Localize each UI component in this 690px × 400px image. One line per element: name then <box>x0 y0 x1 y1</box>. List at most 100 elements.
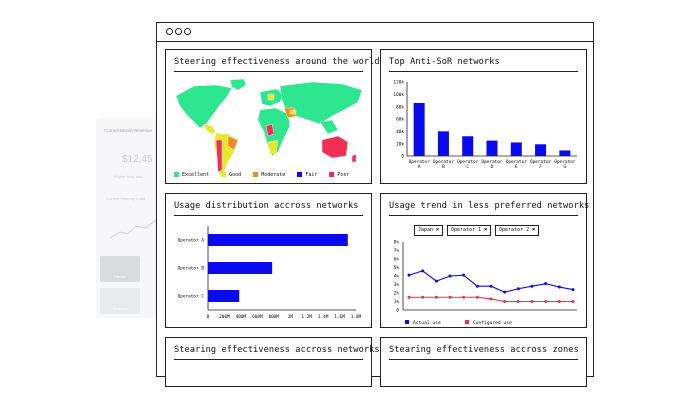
world-map <box>175 78 363 177</box>
y-tick-label: 2% <box>394 291 400 297</box>
map-region-africa-central <box>265 123 275 137</box>
map-region-north-america <box>175 84 233 129</box>
series-point <box>475 295 479 299</box>
window-control-circle-icon[interactable] <box>175 28 182 35</box>
y-tick-label: Operator A <box>178 238 205 244</box>
y-tick-label: 4% <box>394 274 400 280</box>
series-point <box>421 269 425 273</box>
map-region-greenland <box>229 78 247 91</box>
y-tick-label: 1% <box>394 299 400 305</box>
x-tick-label: F <box>539 164 542 170</box>
window-control-circle-icon[interactable] <box>166 28 173 35</box>
y-tick-label: 120k <box>393 80 404 86</box>
map-region-new-zealand <box>351 153 357 163</box>
divider <box>389 215 578 216</box>
series-point <box>557 300 561 303</box>
background-card-memory-label: Current Memory Load <box>106 196 145 201</box>
map-legend: Excellent Good Moderate Fair Poor <box>174 172 349 178</box>
background-dashboard-card: Current Month Revenue $12,45 Higher than… <box>96 118 166 318</box>
filter-chip-operator-2[interactable]: Operator 2 ✖ <box>495 225 540 236</box>
legend-swatch <box>405 320 409 324</box>
series-point <box>503 290 507 294</box>
y-tick-label: 40k <box>396 129 404 135</box>
usage-distribution-bar-chart: 0 200M 400M 600M 800M 1M 1.2M 1.4M 1.6M 1.8M Opera… <box>178 226 362 320</box>
panel-title: Usage trend in less preferred networks <box>389 201 590 211</box>
x-tick-label: 1M <box>288 314 294 320</box>
x-tick-label: Operator <box>506 159 528 165</box>
legend-swatch-poor <box>329 172 335 177</box>
x-tick-label: C <box>466 164 469 170</box>
background-card-title: Current Month Revenue <box>104 128 153 133</box>
legend-swatch-excellent <box>174 172 179 177</box>
divider <box>174 215 363 216</box>
bar <box>208 234 348 246</box>
y-tick-label: Operator B <box>178 266 205 272</box>
series-point <box>448 295 452 299</box>
y-tick-label: 3% <box>394 282 400 288</box>
divider <box>389 71 578 72</box>
map-region-europe-small <box>267 93 275 101</box>
series-point <box>544 300 548 303</box>
map-region-australia <box>321 135 349 159</box>
series-point <box>516 300 520 303</box>
x-tick-label: 600M <box>252 314 263 320</box>
background-card-amount: $12,45 <box>122 154 153 165</box>
x-tick-label: A <box>418 164 421 170</box>
series-point <box>421 295 425 299</box>
map-region-africa-south <box>267 139 279 155</box>
y-tick-label: 5% <box>394 265 400 271</box>
bar <box>486 140 498 156</box>
bar <box>559 150 571 156</box>
x-tick-label: 400M <box>236 314 247 320</box>
series-point <box>489 297 493 301</box>
series-point <box>489 284 493 288</box>
y-tick-label: 0 <box>401 154 404 160</box>
map-region-south-america-east <box>227 135 239 151</box>
y-tick-label: 0 <box>396 308 399 314</box>
panel-usage-distribution: Usage distribution accross networks 0 200… <box>165 193 372 328</box>
panel-steering-networks: Stearing effectiveness accross networks <box>165 337 380 387</box>
x-tick-label: Operator <box>409 159 431 165</box>
series-point <box>407 273 411 277</box>
window-titlebar <box>157 23 593 42</box>
bar <box>535 144 547 156</box>
series-point <box>503 300 507 303</box>
y-tick-label: 7% <box>394 248 400 254</box>
series-point <box>462 295 466 299</box>
x-tick-label: Operator <box>481 159 503 165</box>
window-control-circle-icon[interactable] <box>184 28 191 35</box>
legend-label-fair: Fair <box>305 172 318 178</box>
legend-swatch-fair <box>297 172 303 177</box>
legend-swatch <box>465 320 469 324</box>
series-point <box>571 288 575 292</box>
map-region-central-america <box>203 123 217 135</box>
x-tick-label: 0 <box>207 314 210 320</box>
y-tick-label: 6% <box>394 257 400 263</box>
filter-chip-japan[interactable]: Japan ✖ <box>414 225 444 236</box>
map-region-asia <box>279 81 363 125</box>
filter-chip-operator-1[interactable]: Operator 1 ✖ <box>447 225 492 236</box>
legend-label-excellent: Excellent <box>182 172 210 178</box>
legend-label: Actual use <box>413 320 441 326</box>
x-tick-label: 1.8M <box>351 314 362 320</box>
legend-label-good: Good <box>229 172 242 178</box>
x-tick-label: 1.2M <box>301 314 312 320</box>
series-line <box>408 270 574 293</box>
x-tick-label: G <box>564 164 567 170</box>
divider <box>174 359 363 360</box>
series-point <box>530 284 534 288</box>
background-line-chart <box>109 217 159 239</box>
x-tick-label: Operator <box>457 159 479 165</box>
x-tick-label: D <box>491 164 494 170</box>
y-tick-label: 80k <box>396 104 404 110</box>
background-card-note: Higher than last <box>114 174 143 179</box>
series-point <box>571 300 575 303</box>
panel-title: Stearing effectiveness accross networks <box>174 345 380 355</box>
legend-swatch-moderate <box>253 172 259 177</box>
map-region-south-america-west <box>215 139 223 173</box>
legend-label: Configured use <box>473 320 512 326</box>
series-point <box>530 300 534 303</box>
y-tick-label: 100k <box>393 92 404 98</box>
bar <box>413 102 425 156</box>
dashboard-window: Steering effectiveness around the world <box>156 22 594 387</box>
